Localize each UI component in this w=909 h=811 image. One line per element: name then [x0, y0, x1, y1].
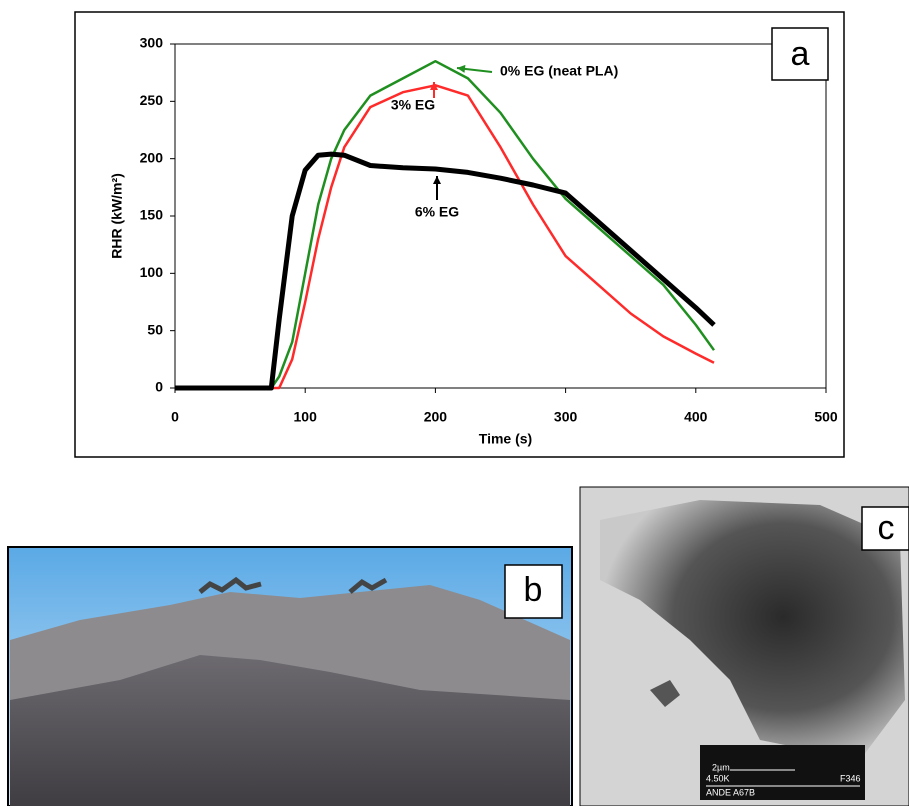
x-tick-label: 100: [294, 409, 318, 425]
x-tick-label: 200: [424, 409, 448, 425]
panel-label-box: [771, 27, 829, 81]
y-tick-label: 200: [140, 149, 164, 165]
series-line: [175, 59, 716, 390]
series-label: 3% EG: [391, 97, 435, 113]
series-label: 0% EG (neat PLA): [500, 63, 618, 79]
y-tick-label: 300: [140, 35, 164, 51]
series-label: 6% EG: [415, 204, 459, 220]
annotation-arrowhead: [430, 82, 438, 90]
plot: 0 50 100 150 200 250 300 0 100 200 300 400 500 Time (…: [109, 35, 838, 447]
x-tick-label: 0: [171, 409, 179, 425]
chart-frame: [74, 11, 845, 458]
x-tick-label: 500: [814, 409, 838, 425]
panel-label: a: [791, 35, 810, 73]
y-tick-label: 50: [147, 321, 163, 337]
y-tick-label: 150: [140, 207, 164, 223]
series-line: [175, 84, 715, 390]
series-line: [175, 151, 716, 391]
y-axis-label: RHR (kW/m²): [109, 173, 125, 259]
x-axis-label: Time (s): [479, 431, 532, 447]
panel-label: b: [524, 571, 543, 609]
annotation-arrowhead: [433, 176, 441, 184]
scale-bar-code: F346: [840, 773, 861, 783]
y-tick-label: 250: [140, 92, 164, 108]
y-tick-label: 0: [155, 379, 163, 395]
photo-b: [7, 546, 573, 807]
x-tick-label: 400: [684, 409, 708, 425]
scale-bar-length: 2µm: [712, 762, 730, 772]
annotation-arrowhead: [457, 64, 466, 73]
scale-bar-label: ANDE A67B: [706, 787, 755, 797]
scale-bar-magnification: 4.50K: [706, 773, 730, 783]
y-tick-label: 100: [140, 264, 164, 280]
panel-label: c: [878, 509, 895, 547]
photo-c: [579, 486, 909, 807]
x-tick-label: 300: [554, 409, 578, 425]
